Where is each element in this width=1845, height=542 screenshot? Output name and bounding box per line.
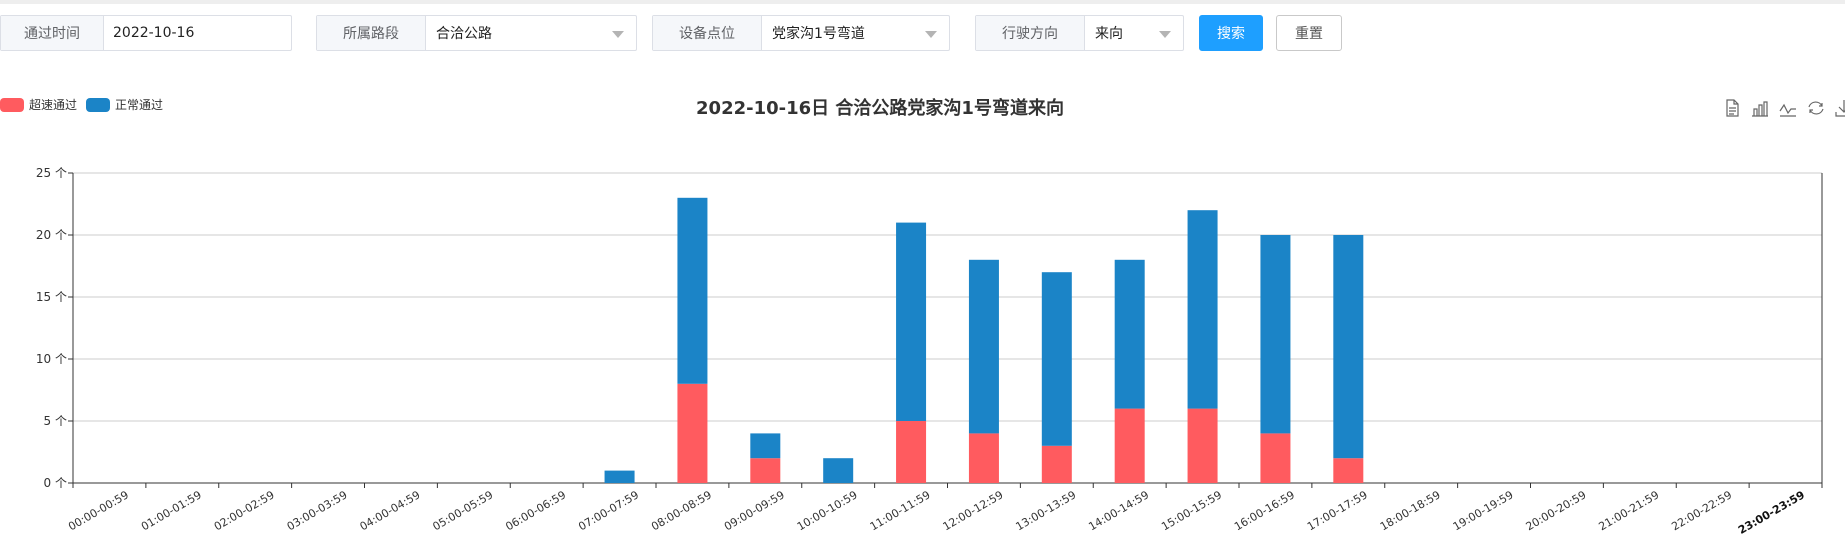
x-tick-label: 20:00-20:59	[1524, 488, 1589, 533]
reset-button[interactable]: 重置	[1276, 15, 1342, 51]
x-tick-label: 19:00-19:59	[1451, 488, 1516, 533]
x-tick-label: 03:00-03:59	[285, 488, 350, 533]
date-input[interactable]: 2022-10-16	[113, 25, 195, 41]
x-tick-label: 05:00-05:59	[430, 488, 495, 533]
bar-normal	[1041, 272, 1072, 446]
bar-normal	[1114, 259, 1145, 409]
bar-normal	[750, 433, 781, 459]
date-filter[interactable]: 通过时间 2022-10-16	[0, 15, 292, 51]
device-filter[interactable]: 设备点位 党家沟1号弯道	[652, 15, 950, 51]
y-tick-label: 10 个	[36, 352, 67, 366]
bar-over	[896, 421, 927, 483]
x-tick-label: 01:00-01:59	[139, 488, 204, 533]
bar-over	[1114, 408, 1145, 483]
bar-chart-icon[interactable]	[1750, 98, 1770, 118]
x-tick-label: 02:00-02:59	[212, 488, 277, 533]
x-tick-label: 15:00-15:59	[1159, 488, 1224, 533]
device-dropdown-icon[interactable]	[925, 31, 937, 38]
bar-normal	[604, 470, 635, 483]
road-filter-label: 所属路段	[317, 16, 426, 50]
x-tick-label: 14:00-14:59	[1086, 488, 1151, 533]
x-tick-label: 11:00-11:59	[868, 488, 933, 533]
device-select[interactable]: 党家沟1号弯道	[772, 26, 865, 42]
bar-over	[1187, 408, 1218, 483]
bar-normal	[1187, 210, 1218, 409]
road-filter[interactable]: 所属路段 合洽公路	[316, 15, 637, 51]
bar-over	[1333, 458, 1364, 483]
y-tick-label: 0 个	[44, 476, 67, 490]
legend-normal-label: 正常通过	[115, 98, 164, 112]
device-filter-label: 设备点位	[653, 16, 762, 50]
bar-normal	[677, 197, 708, 384]
x-tick-label: 07:00-07:59	[576, 488, 641, 533]
bar-normal	[896, 222, 927, 421]
data-view-icon[interactable]	[1722, 98, 1742, 118]
bar-over	[968, 433, 999, 483]
x-tick-label: 00:00-00:59	[66, 488, 131, 533]
legend-over[interactable]: 超速通过	[0, 96, 77, 113]
bar-normal	[1333, 235, 1364, 459]
x-tick-label: 06:00-06:59	[503, 488, 568, 533]
legend-normal[interactable]: 正常通过	[86, 96, 163, 113]
top-border	[0, 0, 1845, 4]
legend-normal-swatch	[86, 97, 110, 112]
x-tick-label: 17:00-17:59	[1305, 488, 1370, 533]
y-tick-label: 25 个	[36, 166, 67, 180]
x-tick-label: 09:00-09:59	[722, 488, 787, 533]
y-tick-label: 15 个	[36, 290, 67, 304]
bar-over	[677, 383, 708, 483]
x-tick-label: 10:00-10:59	[795, 488, 860, 533]
x-tick-label: 04:00-04:59	[358, 488, 423, 533]
x-tick-label: 23:00-23:59	[1736, 488, 1807, 537]
date-filter-label: 通过时间	[1, 16, 104, 50]
chart-title: 2022-10-16日 合洽公路党家沟1号弯道来向	[696, 98, 1064, 119]
download-icon[interactable]	[1834, 98, 1845, 118]
direction-filter[interactable]: 行驶方向 来向	[975, 15, 1184, 51]
bar-over	[750, 458, 781, 483]
bar-normal	[1260, 235, 1291, 434]
x-tick-label: 08:00-08:59	[649, 488, 714, 533]
search-button[interactable]: 搜索	[1199, 15, 1263, 51]
bar-normal	[823, 458, 854, 483]
line-chart-icon[interactable]	[1778, 98, 1798, 118]
bar-normal	[968, 259, 999, 434]
bar-over	[1260, 433, 1291, 483]
x-tick-label: 22:00-22:59	[1669, 488, 1734, 533]
direction-dropdown-icon[interactable]	[1159, 31, 1171, 38]
y-tick-label: 5 个	[44, 414, 67, 428]
restore-icon[interactable]	[1806, 98, 1826, 118]
chart-toolbox	[1714, 98, 1845, 118]
direction-filter-label: 行驶方向	[976, 16, 1085, 50]
x-tick-label: 16:00-16:59	[1232, 488, 1297, 533]
bar-over	[1041, 445, 1072, 483]
x-tick-label: 18:00-18:59	[1378, 488, 1443, 533]
x-tick-label: 13:00-13:59	[1013, 488, 1078, 533]
road-dropdown-icon[interactable]	[612, 31, 624, 38]
direction-select[interactable]: 来向	[1095, 26, 1123, 42]
legend-over-swatch	[0, 97, 24, 112]
legend-over-label: 超速通过	[29, 98, 78, 112]
x-tick-label: 12:00-12:59	[941, 488, 1006, 533]
road-select[interactable]: 合洽公路	[436, 26, 492, 42]
y-tick-label: 20 个	[36, 228, 67, 242]
x-tick-label: 21:00-21:59	[1596, 488, 1661, 533]
